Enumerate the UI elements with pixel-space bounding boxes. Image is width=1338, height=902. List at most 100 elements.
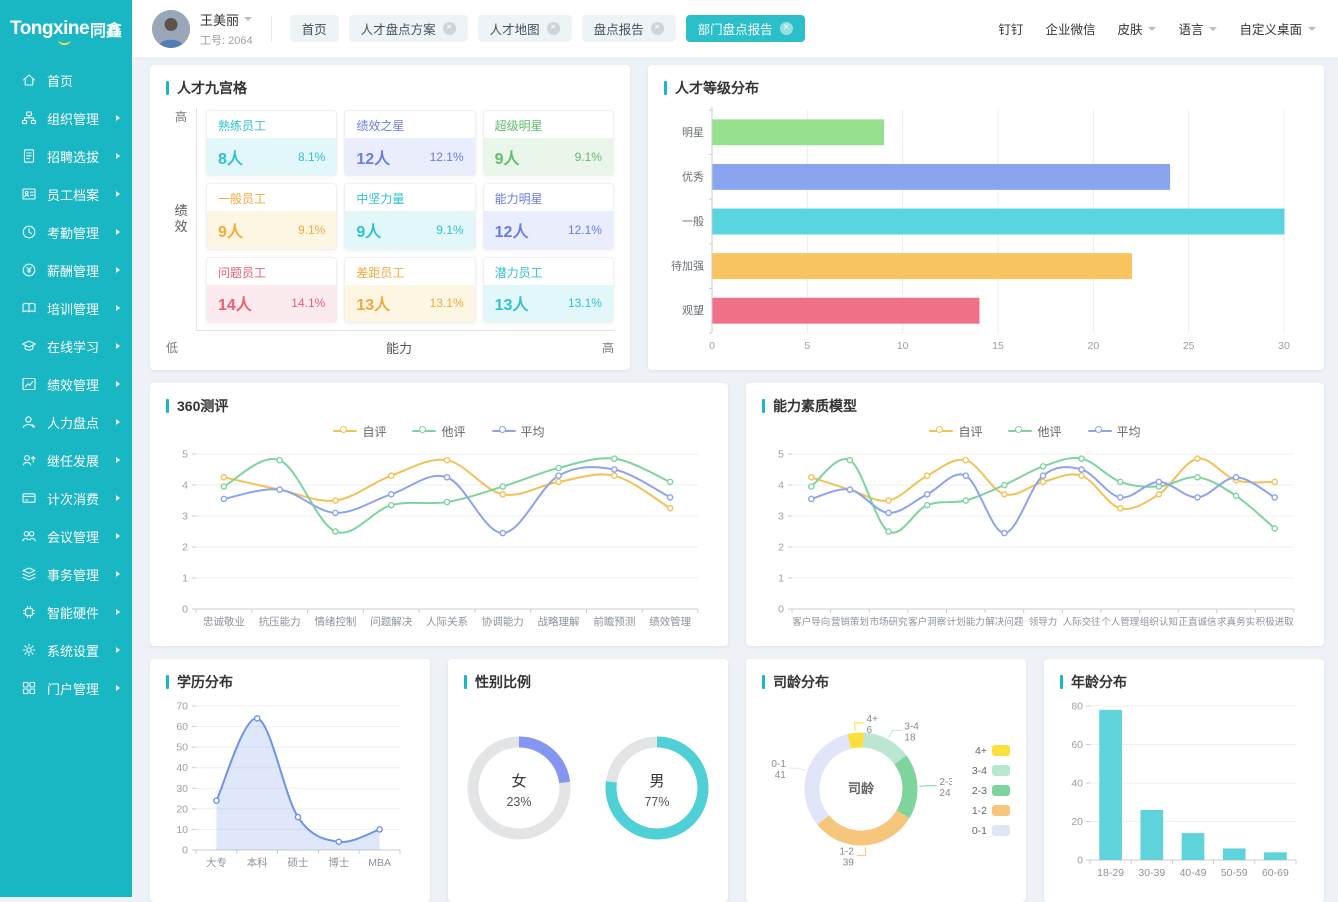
nine-grid-cell[interactable]: 问题员工 14人 14.1% bbox=[206, 256, 338, 323]
header-link-label: 皮肤 bbox=[1117, 23, 1143, 37]
legend-label: 他评 bbox=[441, 424, 466, 439]
sidebar-item-label: 薪酬管理 bbox=[47, 263, 100, 279]
sidebar-item-home[interactable]: 首页 bbox=[0, 61, 132, 99]
svg-text:20: 20 bbox=[1087, 340, 1099, 352]
eval360-chart: 0 1 2 3 4 5 忠诚敬业 抗压能力 情绪控制 问题解决 人际关系 协调能力 战略理解 前瞻预测 绩效… bbox=[166, 444, 712, 633]
training-icon bbox=[21, 300, 37, 316]
header-link-wecom[interactable]: 企业微信 bbox=[1045, 19, 1095, 38]
avatar[interactable] bbox=[152, 9, 190, 48]
logo-text-cn: 同鑫 bbox=[90, 22, 123, 40]
header-link-dingtalk[interactable]: 钉钉 bbox=[998, 19, 1023, 38]
tab-dept-review-report[interactable]: 部门盘点报告 × bbox=[685, 15, 805, 42]
tab-talent-review-plan[interactable]: 人才盘点方案 × bbox=[348, 15, 468, 42]
card-title-text: 人才等级分布 bbox=[675, 80, 759, 96]
legend-item-4+[interactable]: 4+ bbox=[952, 745, 1010, 757]
legend-item-他评[interactable]: 他评 bbox=[1008, 422, 1062, 440]
gender-chart: 女 23% 男 77% bbox=[464, 692, 712, 889]
svg-text:绩效管理: 绩效管理 bbox=[649, 615, 691, 628]
nine-grid-cell[interactable]: 潜力员工 13人 13.1% bbox=[482, 256, 614, 323]
legend-item-1-2[interactable]: 1-2 bbox=[952, 805, 1010, 817]
legend-marker-icon bbox=[412, 426, 437, 436]
svg-text:3-4: 3-4 bbox=[904, 721, 919, 732]
tab-talent-map[interactable]: 人才地图 × bbox=[477, 15, 572, 42]
svg-text:博士: 博士 bbox=[328, 856, 349, 869]
svg-text:24: 24 bbox=[939, 788, 951, 799]
chevron-right-icon bbox=[116, 533, 120, 539]
sidebar-item-label: 系统设置 bbox=[47, 643, 100, 659]
svg-text:积极进取: 积极进取 bbox=[1256, 616, 1295, 628]
close-icon[interactable]: × bbox=[442, 22, 456, 35]
title-bar-icon bbox=[166, 81, 169, 95]
svg-text:1: 1 bbox=[778, 573, 784, 585]
sidebar-item-portal[interactable]: 门户管理 bbox=[0, 669, 132, 707]
svg-text:30: 30 bbox=[176, 783, 188, 795]
nine-grid-cell[interactable]: 差距员工 13人 13.1% bbox=[344, 256, 476, 323]
header-link-skin[interactable]: 皮肤 bbox=[1117, 19, 1157, 38]
svg-text:协调能力: 协调能力 bbox=[482, 615, 524, 628]
legend-item-平均[interactable]: 平均 bbox=[491, 422, 545, 440]
sidebar-item-succession[interactable]: 继任发展 bbox=[0, 441, 132, 479]
cell-count: 12人 bbox=[494, 223, 529, 241]
sidebar-item-review[interactable]: 人力盘点 bbox=[0, 403, 132, 441]
chevron-right-icon bbox=[116, 419, 120, 425]
sidebar-item-performance[interactable]: 绩效管理 bbox=[0, 365, 132, 403]
title-bar-icon bbox=[762, 675, 765, 689]
sidebar-item-salary[interactable]: 薪酬管理 bbox=[0, 251, 132, 289]
nine-grid-cell[interactable]: 绩效之星 12人 12.1% bbox=[344, 110, 476, 177]
legend-item-他评[interactable]: 他评 bbox=[412, 422, 466, 440]
sidebar-item-study[interactable]: 在线学习 bbox=[0, 327, 132, 365]
legend-item-3-4[interactable]: 3-4 bbox=[952, 765, 1010, 777]
chart-legend: 自评 他评 平均 bbox=[166, 422, 712, 440]
sidebar-item-label: 绩效管理 bbox=[47, 377, 100, 393]
nine-grid-cell[interactable]: 能力明星 12人 12.1% bbox=[482, 183, 614, 250]
sidebar-item-archive[interactable]: 员工档案 bbox=[0, 175, 132, 213]
header-link-label: 钉钉 bbox=[998, 23, 1024, 37]
svg-text:6: 6 bbox=[867, 725, 873, 736]
nine-grid-cell[interactable]: 中坚力量 9人 9.1% bbox=[344, 183, 476, 250]
sidebar-item-org[interactable]: 组织管理 bbox=[0, 99, 132, 137]
nine-grid-cell[interactable]: 超级明星 9人 9.1% bbox=[482, 110, 614, 177]
svg-text:待加强: 待加强 bbox=[671, 259, 704, 273]
svg-text:50: 50 bbox=[176, 742, 188, 754]
header-link-language[interactable]: 语言 bbox=[1178, 19, 1218, 38]
close-icon[interactable]: × bbox=[546, 22, 560, 35]
sidebar-item-meeting[interactable]: 会议管理 bbox=[0, 517, 132, 555]
sidebar-item-settings[interactable]: 系统设置 bbox=[0, 631, 132, 669]
tab-home[interactable]: 首页 bbox=[289, 15, 339, 42]
cell-percent: 14.1% bbox=[291, 296, 326, 311]
legend-item-2-3[interactable]: 2-3 bbox=[952, 785, 1010, 797]
legend-item-0-1[interactable]: 0-1 bbox=[952, 825, 1010, 837]
legend-item-自评[interactable]: 自评 bbox=[929, 422, 982, 440]
sidebar-item-recruit[interactable]: 招聘选拔 bbox=[0, 137, 132, 175]
legend-item-平均[interactable]: 平均 bbox=[1087, 422, 1141, 440]
card-tenure: 司龄分布 4+ 6 3-4 18 2-3 24 1-2 39 0-1 41 司龄 4+ 3-4 2-3 1… bbox=[746, 659, 1026, 902]
sidebar-item-training[interactable]: 培训管理 bbox=[0, 289, 132, 327]
header-link-custom-desktop[interactable]: 自定义桌面 bbox=[1239, 19, 1316, 38]
svg-text:3: 3 bbox=[182, 511, 188, 523]
close-icon[interactable]: × bbox=[650, 22, 664, 35]
nine-grid-cell[interactable]: 熟练员工 8人 8.1% bbox=[206, 110, 338, 177]
y-axis-high-label: 高 bbox=[174, 110, 187, 124]
svg-text:40: 40 bbox=[1071, 778, 1083, 790]
gender-donut-女: 女 23% bbox=[463, 732, 575, 849]
svg-text:一般: 一般 bbox=[682, 215, 704, 228]
svg-text:个人管理: 个人管理 bbox=[1101, 616, 1140, 628]
card-title-text: 年龄分布 bbox=[1071, 674, 1127, 690]
nine-grid-cell[interactable]: 一般员工 9人 9.1% bbox=[206, 183, 338, 250]
sidebar-item-label: 考勤管理 bbox=[47, 225, 100, 241]
legend-item-自评[interactable]: 自评 bbox=[333, 422, 386, 440]
sidebar-item-label: 培训管理 bbox=[47, 301, 100, 317]
app-logo[interactable]: Tongxine 同鑫 bbox=[0, 0, 132, 57]
sidebar-item-consume[interactable]: 计次消费 bbox=[0, 479, 132, 517]
chevron-right-icon bbox=[116, 495, 120, 501]
sidebar-item-affairs[interactable]: 事务管理 bbox=[0, 555, 132, 593]
sidebar-item-attendance[interactable]: 考勤管理 bbox=[0, 213, 132, 251]
sidebar-item-label: 事务管理 bbox=[47, 567, 100, 583]
user-name[interactable]: 王美丽 bbox=[200, 10, 253, 29]
svg-text:女: 女 bbox=[511, 772, 526, 790]
tab-review-report[interactable]: 盘点报告 × bbox=[581, 15, 676, 42]
svg-text:39: 39 bbox=[843, 857, 855, 868]
sidebar-item-hardware[interactable]: 智能硬件 bbox=[0, 593, 132, 631]
legend-label: 0-1 bbox=[971, 824, 987, 837]
close-icon[interactable]: × bbox=[779, 22, 793, 35]
